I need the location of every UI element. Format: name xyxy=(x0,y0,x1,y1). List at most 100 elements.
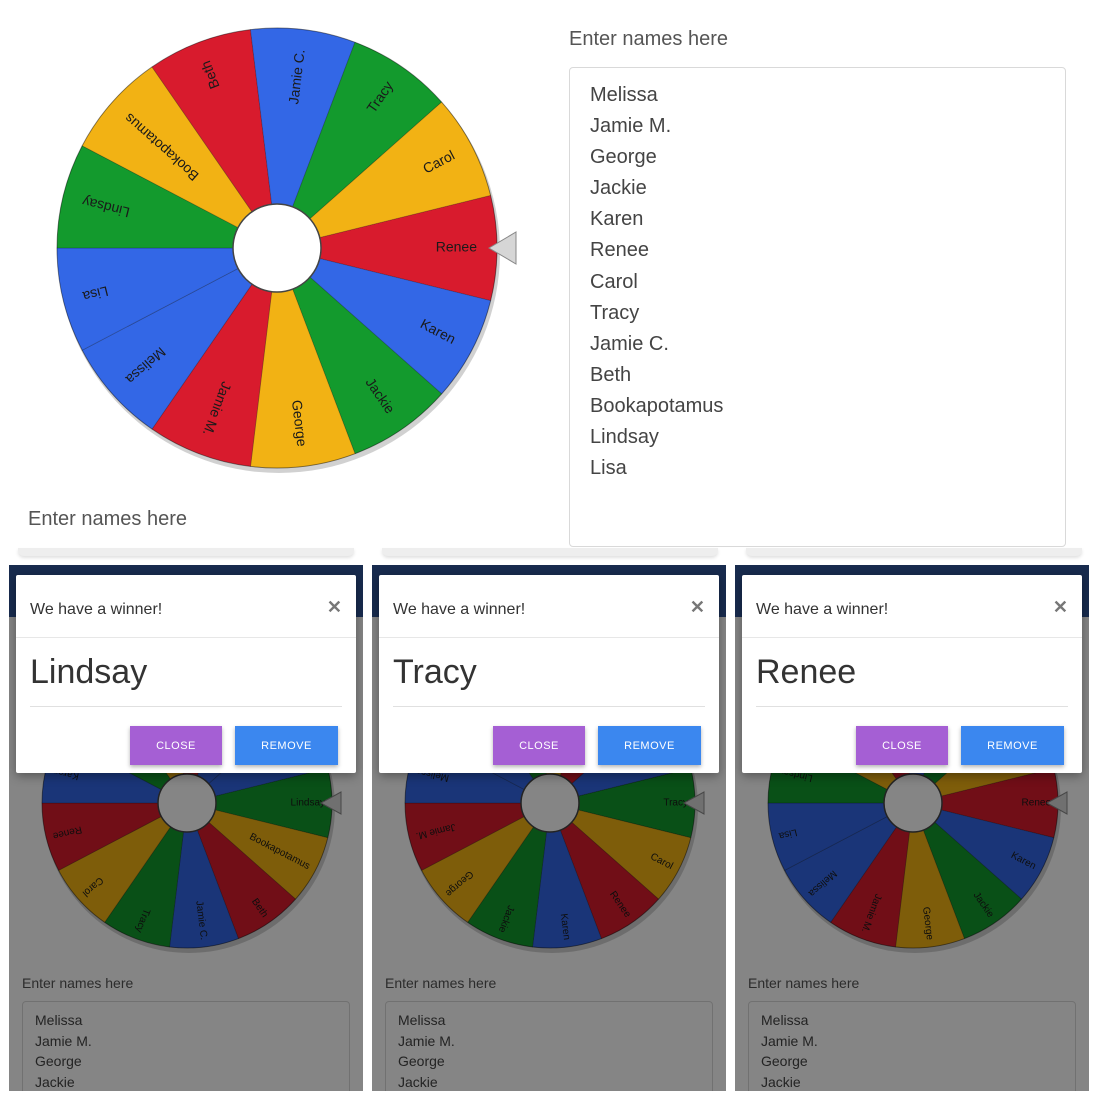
wheel-segment xyxy=(767,802,914,871)
remove-button[interactable]: REMOVE xyxy=(598,726,701,765)
wheel-segment-label: George xyxy=(289,399,311,447)
wheel-segment xyxy=(41,802,188,871)
name-line: Beth xyxy=(590,363,632,386)
name-line: George xyxy=(761,1053,808,1069)
winner-modal: We have a winner! ✕ Renee CLOSE REMOVE xyxy=(742,575,1082,773)
wheel-segment xyxy=(830,802,914,948)
name-line: Melissa xyxy=(35,1012,83,1028)
wheel-segment xyxy=(81,66,278,249)
wheel-hub xyxy=(883,773,943,833)
wheel-segment-label: Tracy xyxy=(663,798,688,809)
wheel-segment xyxy=(169,802,239,949)
wheel-segment xyxy=(104,802,188,948)
wheel-segment xyxy=(276,41,443,249)
name-line: Jamie M. xyxy=(35,1032,92,1049)
wheel-hub xyxy=(232,203,322,293)
name-line: Renee xyxy=(590,239,649,262)
wheel-segment xyxy=(276,247,443,455)
name-line: Melissa xyxy=(761,1012,809,1028)
modal-divider xyxy=(756,706,1068,707)
names-input-edge[interactable] xyxy=(18,548,354,556)
name-line: Jackie xyxy=(590,177,647,200)
close-x-icon[interactable]: ✕ xyxy=(326,597,342,617)
wheel-segments xyxy=(56,27,498,469)
name-line: George xyxy=(590,146,657,169)
wheel-segment xyxy=(186,802,297,940)
wheel-hub xyxy=(520,773,580,833)
remove-button[interactable]: REMOVE xyxy=(961,726,1064,765)
name-line: Bookapotamus xyxy=(590,394,724,417)
names-textarea[interactable]: Melissa Jamie M. George Jackie xyxy=(748,1001,1076,1091)
wheel-segment-label: Lisa xyxy=(81,283,110,305)
wheel-hub xyxy=(157,773,217,833)
name-line: Tracy xyxy=(590,301,640,324)
name-line: Jamie M. xyxy=(590,115,672,138)
remove-button[interactable]: REMOVE xyxy=(235,726,338,765)
wheel-segment xyxy=(151,29,278,249)
winner-panel-renee: Renee Karen Jackie George Jamie M. Melissa Lis… xyxy=(735,565,1089,1091)
wheel-segment xyxy=(250,27,356,249)
wheel-segment-label: Lisa xyxy=(777,826,798,841)
wheel-segment xyxy=(784,802,914,923)
wheel-segment xyxy=(276,247,492,395)
wheel-segment-label: Renee xyxy=(436,239,477,255)
names-textarea[interactable]: Melissa Jamie M. George Jackie Karen Ren… xyxy=(569,67,1066,547)
close-button[interactable]: CLOSE xyxy=(493,726,585,765)
wheel-segment xyxy=(404,802,551,871)
wheel-segment xyxy=(549,802,660,940)
winner-name: Renee xyxy=(756,653,857,691)
names-input-label: Enter names here xyxy=(385,975,497,991)
wheel-segment xyxy=(186,802,329,900)
name-line: Jackie xyxy=(35,1073,75,1090)
triangle-pointer-icon xyxy=(319,791,342,815)
wheel-segment xyxy=(151,247,278,467)
modal-title: We have a winner! xyxy=(30,601,163,618)
wheel-segment xyxy=(549,802,692,900)
modal-divider xyxy=(30,706,342,707)
names-textarea[interactable]: Melissa Jamie M. George Jackie xyxy=(22,1001,350,1091)
names-input-label: Enter names here xyxy=(569,28,728,50)
names-input-edge[interactable] xyxy=(746,548,1082,556)
name-line: Jackie xyxy=(761,1073,801,1090)
wheel-segment xyxy=(276,101,492,249)
modal-divider xyxy=(393,706,705,707)
triangle-pointer-icon xyxy=(682,791,705,815)
close-button[interactable]: CLOSE xyxy=(856,726,948,765)
name-line: Jamie M. xyxy=(761,1032,818,1049)
triangle-pointer-icon xyxy=(488,231,517,265)
names-input-label: Enter names here xyxy=(748,975,860,991)
close-x-icon[interactable]: ✕ xyxy=(689,597,705,617)
winner-modal: We have a winner! ✕ Lindsay CLOSE REMOVE xyxy=(16,575,356,773)
winner-name: Tracy xyxy=(393,653,477,691)
name-line: Jamie M. xyxy=(398,1032,455,1049)
wheel-segment xyxy=(912,802,1023,940)
wheel-segment xyxy=(912,802,1055,900)
name-line: Carol xyxy=(590,270,638,293)
winner-panel-tracy: Tracy Carol Renee Karen Jackie George Jamie M.… xyxy=(372,565,726,1091)
wheel-segment xyxy=(532,802,602,949)
names-textarea[interactable]: Melissa Jamie M. George Jackie xyxy=(385,1001,713,1091)
wheel-segment-label: Lindsay xyxy=(291,798,325,809)
close-x-icon[interactable]: ✕ xyxy=(1052,597,1068,617)
wheel-segment-label: Jamie C. xyxy=(193,900,209,940)
modal-title: We have a winner! xyxy=(756,601,889,618)
wheel-segment xyxy=(467,802,551,948)
names-input-label: Enter names here xyxy=(22,975,134,991)
names-input-edge[interactable] xyxy=(382,548,718,556)
name-line: Karen xyxy=(590,208,644,231)
wheel-segment xyxy=(58,802,188,923)
wheel-segment xyxy=(895,802,965,949)
name-line: Jamie C. xyxy=(590,332,669,355)
winner-modal: We have a winner! ✕ Tracy CLOSE REMOVE xyxy=(379,575,719,773)
name-line: Melissa xyxy=(398,1012,446,1028)
name-line: Lisa xyxy=(590,457,627,480)
wheel-segment-label: Karen xyxy=(558,913,572,941)
modal-title: We have a winner! xyxy=(393,601,526,618)
modal-divider xyxy=(379,637,719,638)
wheel-segment-label: Renee xyxy=(1022,798,1052,809)
name-line: Lindsay xyxy=(590,426,659,449)
wheel-segment xyxy=(250,247,356,469)
name-line: George xyxy=(35,1053,82,1069)
close-button[interactable]: CLOSE xyxy=(130,726,222,765)
